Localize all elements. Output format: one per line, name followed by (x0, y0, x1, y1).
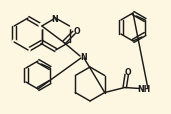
Text: O: O (124, 67, 131, 76)
Text: N: N (51, 14, 58, 23)
Text: N: N (81, 53, 87, 62)
Text: O: O (74, 27, 80, 36)
Text: NH: NH (137, 84, 150, 93)
